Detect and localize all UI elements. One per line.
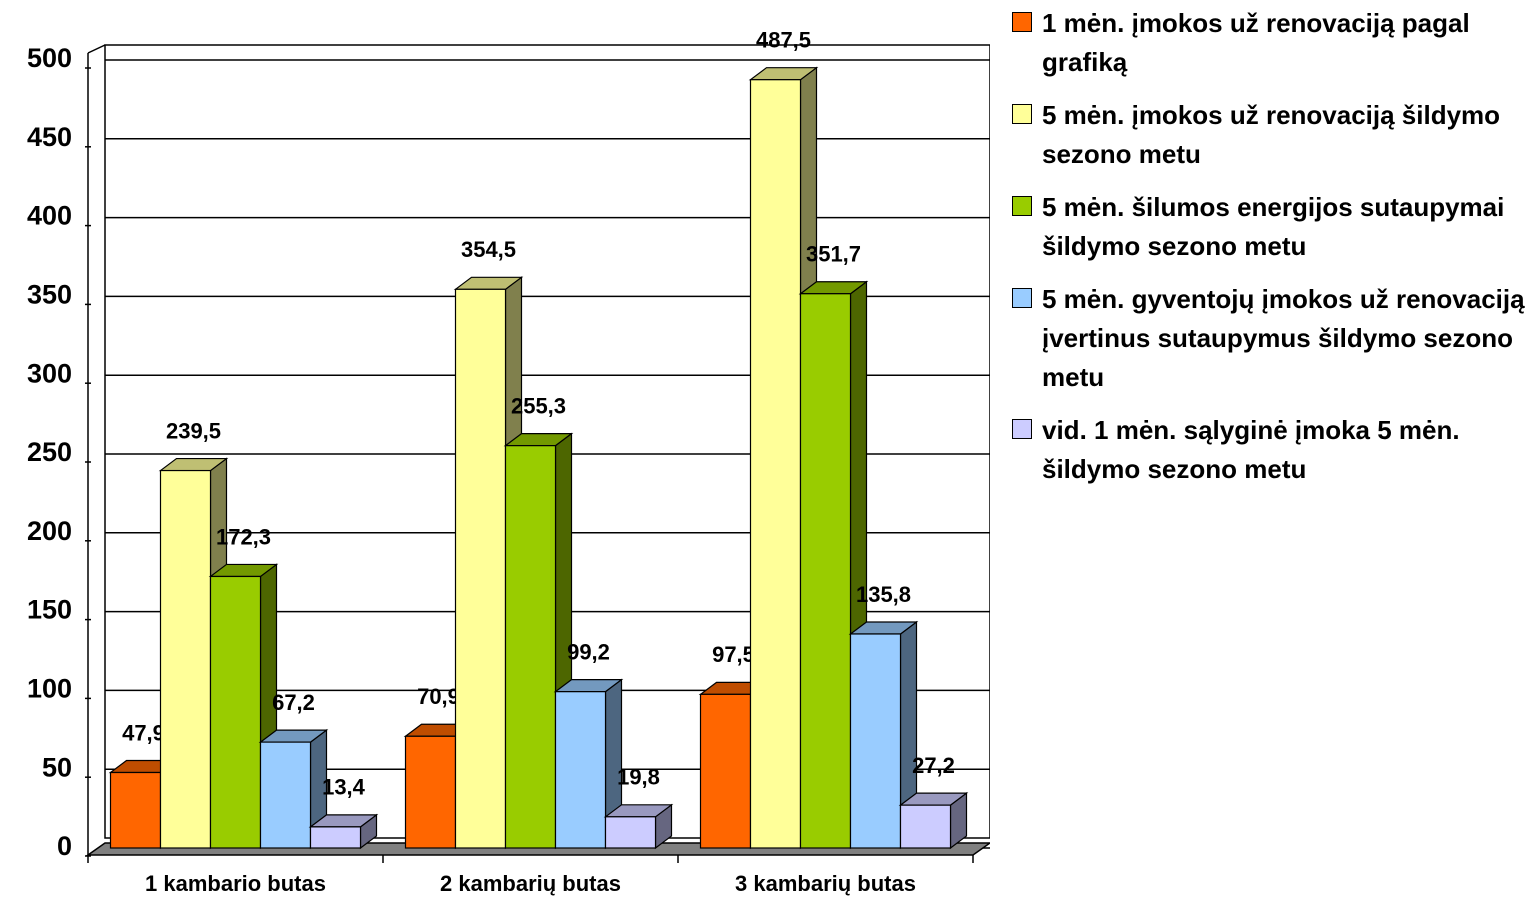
y-tick-label: 400 xyxy=(27,201,72,231)
data-label: 47,9 xyxy=(122,720,165,745)
bar xyxy=(159,469,212,849)
legend-label: 5 mėn. gyventojų įmokos už renovaciją įv… xyxy=(1042,284,1525,392)
data-label: 70,9 xyxy=(417,684,460,709)
x-tick-label: 2 kambarių butas xyxy=(440,871,621,896)
y-tick-label: 350 xyxy=(27,280,72,310)
legend-entry: 5 mėn. įmokos už renovaciją šildymo sezo… xyxy=(1012,96,1537,174)
legend-swatch xyxy=(1012,12,1032,32)
bar xyxy=(209,575,262,849)
bar xyxy=(699,693,752,849)
bar xyxy=(259,741,312,849)
data-label: 97,5 xyxy=(712,642,755,667)
bar xyxy=(404,735,457,849)
legend-entry: 5 mėn. šilumos energijos sutaupymai šild… xyxy=(1012,188,1537,266)
legend-label: 1 mėn. įmokos už renovaciją pagal grafik… xyxy=(1042,8,1470,77)
data-label: 255,3 xyxy=(511,393,566,418)
bar xyxy=(109,771,162,849)
x-tick-label: 3 kambarių butas xyxy=(735,871,916,896)
data-label: 67,2 xyxy=(272,690,315,715)
y-tick-label: 450 xyxy=(27,122,72,152)
y-tick-label: 300 xyxy=(27,358,72,388)
y-tick-label: 500 xyxy=(27,43,72,73)
data-label: 27,2 xyxy=(912,753,955,778)
data-label: 172,3 xyxy=(216,524,271,549)
bar xyxy=(604,816,657,849)
bar xyxy=(554,691,607,849)
bar xyxy=(504,445,557,849)
y-tick-label: 150 xyxy=(27,595,72,625)
chart: 0 50 100 150 200 250 300 350 400 450 500 1 kambario… xyxy=(27,28,990,896)
y-tick-label: 250 xyxy=(27,437,72,467)
legend-label: 5 mėn. šilumos energijos sutaupymai šild… xyxy=(1042,192,1505,261)
bar xyxy=(454,288,507,849)
bar xyxy=(749,79,802,849)
legend-label: 5 mėn. įmokos už renovaciją šildymo sezo… xyxy=(1042,100,1501,169)
legend-label: vid. 1 mėn. sąlyginė įmoka 5 mėn. šildym… xyxy=(1042,415,1460,484)
data-label: 19,8 xyxy=(617,765,660,790)
y-axis-depth xyxy=(87,44,106,54)
legend-swatch xyxy=(1012,196,1032,216)
y-tick-label: 0 xyxy=(57,831,72,861)
bar xyxy=(899,804,952,849)
bar xyxy=(849,633,902,849)
y-tick-label: 200 xyxy=(27,516,72,546)
legend-entry: vid. 1 mėn. sąlyginė įmoka 5 mėn. šildym… xyxy=(1012,411,1537,489)
bar xyxy=(309,826,362,849)
data-label: 351,7 xyxy=(806,242,861,267)
y-tick-label: 100 xyxy=(27,674,72,704)
data-label: 487,5 xyxy=(756,28,811,53)
y-tick-label: 50 xyxy=(42,752,72,782)
data-label: 13,4 xyxy=(322,775,366,800)
x-tick-label: 1 kambario butas xyxy=(145,871,326,896)
legend-swatch xyxy=(1012,104,1032,124)
legend-entry: 5 mėn. gyventojų įmokos už renovaciją įv… xyxy=(1012,280,1537,397)
legend-entry: 1 mėn. įmokos už renovaciją pagal grafik… xyxy=(1012,4,1537,82)
data-label: 239,5 xyxy=(166,418,221,443)
legend-swatch xyxy=(1012,288,1032,308)
legend-swatch xyxy=(1012,419,1032,439)
data-label: 135,8 xyxy=(856,582,911,607)
legend: 1 mėn. įmokos už renovaciją pagal grafik… xyxy=(1012,4,1537,503)
bar xyxy=(799,293,852,849)
data-label: 99,2 xyxy=(567,639,610,664)
data-label: 354,5 xyxy=(461,237,516,262)
